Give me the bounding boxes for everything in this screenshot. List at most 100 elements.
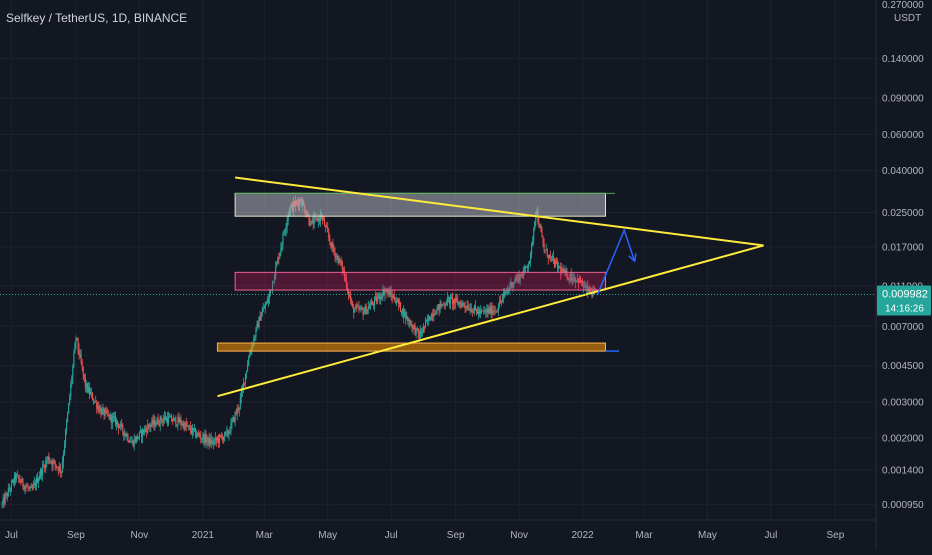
projection-arrowhead[interactable] (628, 253, 637, 263)
candle-body (492, 310, 494, 315)
candle (175, 415, 177, 428)
candle-body (511, 281, 513, 288)
candle-body (224, 431, 226, 438)
candle (479, 307, 481, 318)
candle-body (556, 260, 558, 262)
candle (177, 413, 179, 431)
candle (456, 293, 458, 303)
grid (0, 0, 876, 520)
candle-body (577, 278, 580, 284)
candle-body (216, 438, 218, 441)
candle (135, 435, 137, 444)
candle (143, 429, 145, 436)
candle-body (203, 434, 205, 443)
candle-body (573, 278, 575, 281)
candle (445, 299, 447, 306)
candle (87, 382, 89, 394)
candle (44, 464, 46, 473)
candle (184, 421, 186, 431)
drawings[interactable] (0, 176, 876, 398)
projection-path[interactable] (596, 228, 636, 296)
candle (442, 301, 444, 306)
price-axis-panel[interactable] (876, 0, 932, 550)
candle-body (409, 320, 411, 326)
candle (105, 406, 107, 414)
candle-body (324, 219, 326, 227)
candle-body (205, 434, 207, 443)
candle-body (79, 354, 81, 356)
candle-body (423, 326, 426, 327)
candle-body (533, 228, 535, 241)
candle (441, 304, 443, 308)
candle (422, 323, 424, 334)
candle-body (519, 274, 521, 282)
candle (164, 411, 166, 421)
candle-body (376, 296, 378, 302)
candle-body (495, 310, 497, 312)
candle-body (407, 316, 409, 322)
candle-body (82, 366, 84, 375)
middle-zone[interactable] (234, 271, 607, 291)
candle-body (123, 431, 125, 436)
candle-body (532, 240, 534, 245)
candle (560, 262, 562, 280)
candle (457, 294, 459, 306)
candle (191, 423, 194, 439)
candle-body (327, 227, 329, 232)
candle (450, 294, 453, 300)
candle-body (555, 260, 557, 267)
candle-body (141, 429, 144, 438)
candle-body (470, 308, 472, 313)
time-axis-panel[interactable] (0, 520, 876, 550)
candle (113, 412, 115, 422)
candle (379, 291, 381, 304)
candle-body (137, 436, 139, 440)
candle-body (267, 298, 269, 303)
candle-body (196, 435, 198, 437)
candle-body (100, 408, 102, 415)
candle (397, 298, 400, 311)
candle (283, 229, 285, 236)
candle-body (381, 296, 383, 298)
symbol-title[interactable]: Selfkey / TetherUS, 1D, BINANCE (6, 11, 188, 25)
candle (26, 482, 28, 488)
candle-body (104, 410, 106, 416)
candle-body (310, 220, 312, 226)
candle-body (323, 218, 325, 220)
candle (354, 307, 356, 313)
candle-body (356, 305, 358, 307)
candle-body (186, 426, 188, 427)
candle-body (80, 354, 82, 363)
candle-body (212, 440, 214, 444)
candle-body (94, 401, 96, 402)
candle (325, 224, 327, 233)
candle-body (453, 299, 455, 305)
descending-trendline[interactable] (234, 176, 764, 247)
candle-body (239, 397, 241, 408)
candle (163, 410, 165, 424)
candle (45, 456, 47, 474)
candle (176, 424, 178, 428)
candle (259, 311, 261, 321)
candle-body (365, 306, 367, 314)
candle (502, 288, 505, 304)
candle-body (518, 274, 520, 282)
top-resistance-zone[interactable] (234, 192, 607, 217)
candle (351, 297, 353, 307)
candle (56, 466, 58, 469)
candle (408, 318, 410, 328)
candle (85, 380, 87, 394)
candle-body (406, 316, 408, 319)
candle-body (544, 250, 546, 252)
ascending-trendline[interactable] (217, 244, 764, 398)
candle-body (250, 351, 252, 354)
candle (166, 412, 169, 427)
bottom-support-zone[interactable] (216, 342, 607, 352)
candle (545, 243, 547, 251)
candle-body (377, 297, 379, 302)
candle-body (44, 465, 46, 469)
candle (212, 436, 214, 450)
candle (539, 223, 541, 229)
